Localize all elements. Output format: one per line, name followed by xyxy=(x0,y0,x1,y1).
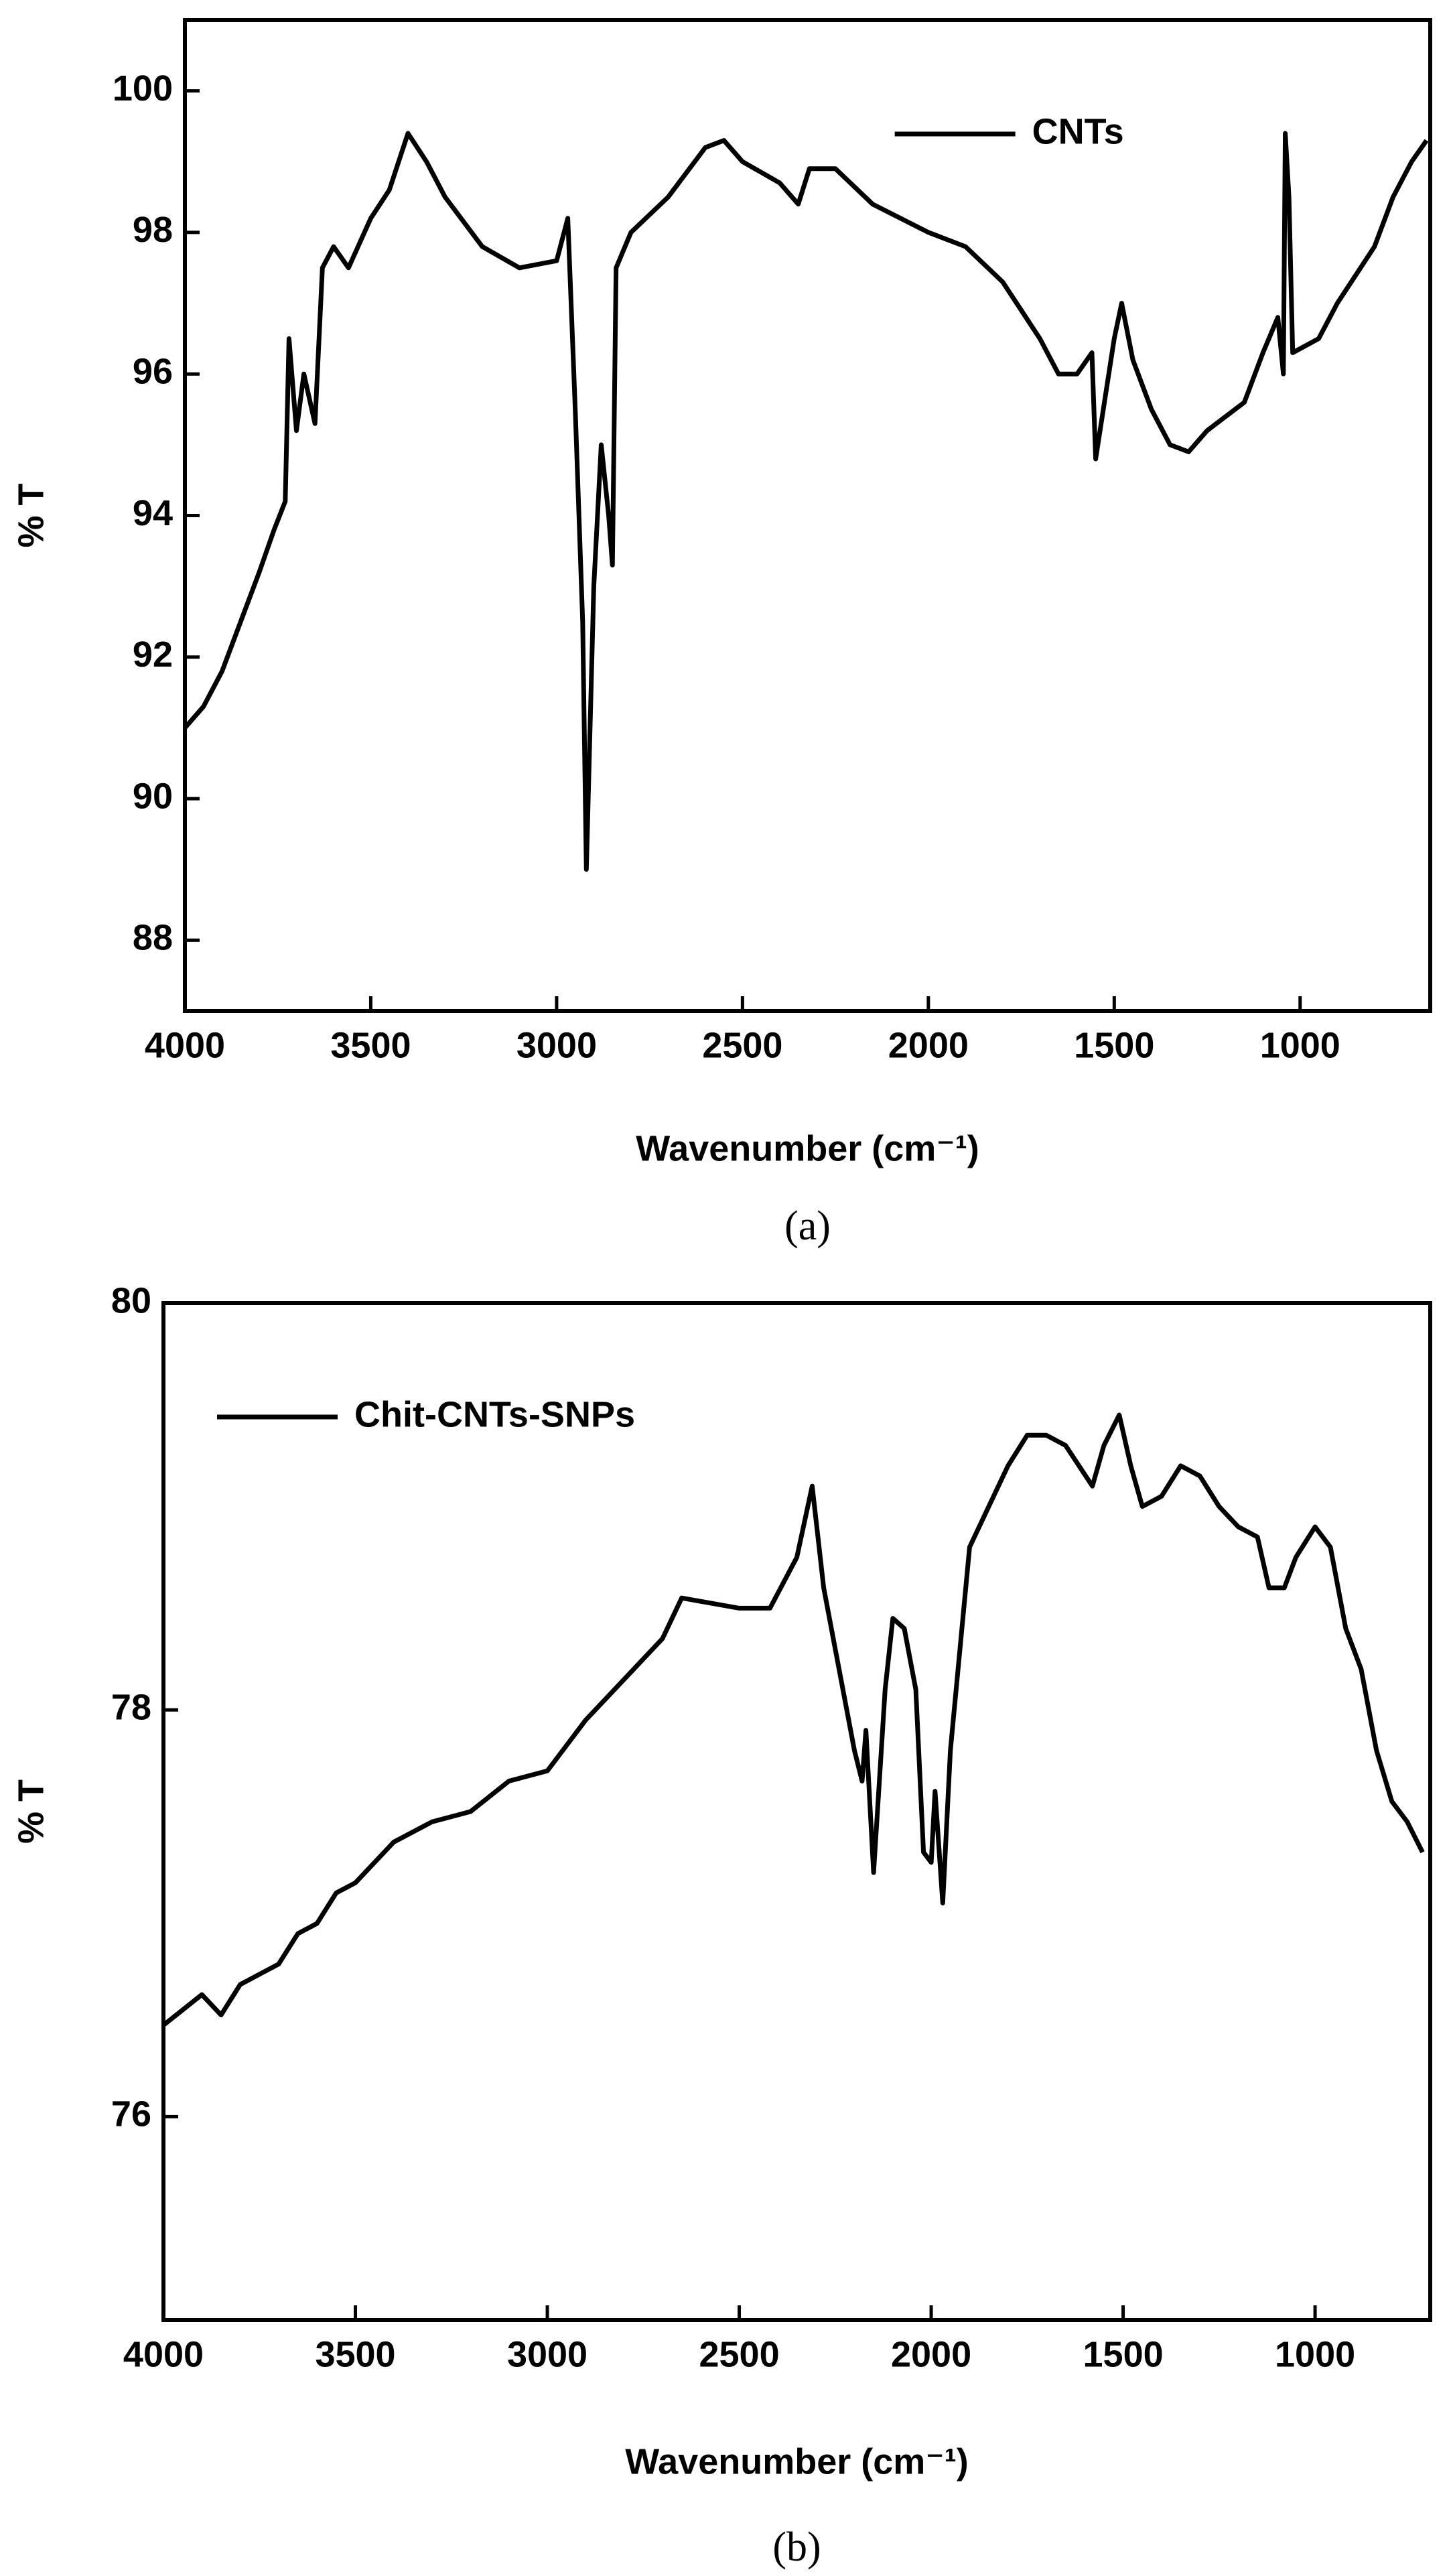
y-tick-label: 76 xyxy=(111,2094,151,2134)
y-tick-label: 90 xyxy=(133,776,173,816)
legend-label: CNTs xyxy=(1032,111,1124,151)
x-axis-label: Wavenumber (cm⁻¹) xyxy=(625,2441,969,2482)
caption: (b) xyxy=(772,2524,821,2570)
x-tick-label: 3000 xyxy=(516,1025,597,1065)
x-tick-label: 1000 xyxy=(1275,2334,1355,2374)
x-tick-label: 3500 xyxy=(330,1025,411,1065)
x-axis-label: Wavenumber (cm⁻¹) xyxy=(636,1128,979,1168)
plot-frame xyxy=(161,1301,1432,2322)
y-tick-label: 80 xyxy=(111,1280,151,1320)
y-tick-label: 88 xyxy=(133,918,173,958)
x-tick-label: 4000 xyxy=(123,2334,204,2374)
x-tick-label: 3500 xyxy=(315,2334,395,2374)
x-tick-label: 1500 xyxy=(1074,1025,1154,1065)
x-tick-label: 1500 xyxy=(1083,2334,1164,2374)
y-tick-label: 94 xyxy=(133,493,173,533)
y-tick-label: 92 xyxy=(133,634,173,675)
x-tick-label: 2000 xyxy=(891,2334,971,2374)
x-tick-label: 4000 xyxy=(145,1025,225,1065)
x-tick-label: 1000 xyxy=(1260,1025,1340,1065)
y-tick-label: 78 xyxy=(111,1687,151,1727)
caption: (a) xyxy=(784,1203,831,1249)
legend-label: Chit-CNTs-SNPs xyxy=(354,1394,635,1434)
y-axis-label: % T xyxy=(11,483,51,547)
x-tick-label: 2000 xyxy=(888,1025,969,1065)
spectrum-line xyxy=(183,131,1429,872)
x-tick-label: 2500 xyxy=(702,1025,782,1065)
x-tick-label: 3000 xyxy=(507,2334,587,2374)
spectrum-line xyxy=(161,1412,1425,2027)
x-tick-label: 2500 xyxy=(699,2334,779,2374)
y-axis-label: % T xyxy=(11,1779,51,1844)
y-tick-label: 96 xyxy=(133,351,173,391)
y-tick-label: 100 xyxy=(113,68,173,109)
y-tick-label: 98 xyxy=(133,210,173,250)
